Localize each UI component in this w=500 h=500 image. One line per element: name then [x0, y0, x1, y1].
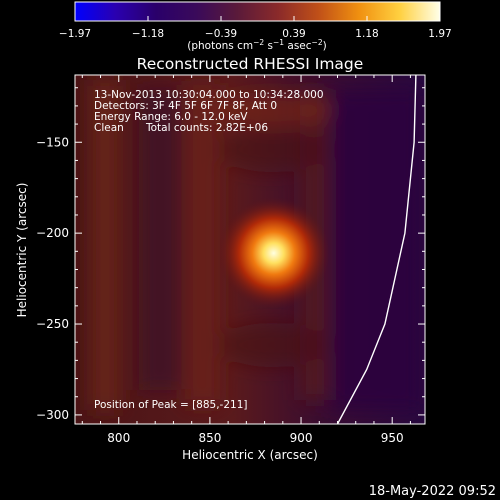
- x-tick-label: 850: [198, 431, 221, 445]
- colorbar-tick-label: 1.97: [428, 28, 451, 40]
- axis-ticks: 800 850 900 950 −150 −200 −250 −300: [36, 75, 425, 445]
- x-tick-label: 800: [107, 431, 130, 445]
- x-tick-label: 950: [381, 431, 404, 445]
- footer-timestamp: 18-May-2022 09:52: [369, 484, 496, 499]
- colorbar-ticks: −1.97 −1.18 −0.39 0.39 1.18 1.97: [59, 16, 452, 40]
- colorbar-tick-label: 1.18: [355, 28, 378, 40]
- detectors-text: Detectors: 3F 4F 5F 6F 7F 8F, Att 0: [94, 100, 277, 112]
- x-tick-label: 900: [290, 431, 313, 445]
- colorbar-tick-label: −1.97: [59, 28, 91, 40]
- plot-frame: [74, 74, 426, 425]
- x-axis-label: Heliocentric X (arcsec): [182, 448, 318, 462]
- colorbar-tick-label: 0.39: [282, 28, 305, 40]
- annotations: 13-Nov-2013 10:30:04.000 to 10:34:28.000…: [94, 89, 324, 411]
- heatmap-image: [75, 75, 425, 424]
- total-counts-text: Total counts: 2.82E+06: [145, 122, 268, 134]
- colorbar-tick-label: −1.18: [132, 28, 164, 40]
- peak-source: [217, 197, 330, 310]
- time-range-text: 13-Nov-2013 10:30:04.000 to 10:34:28.000: [94, 89, 324, 101]
- colorbar-gradient: [74, 1, 441, 22]
- colorbar-unit-label: (photons cm−2 s−1 asec−2): [187, 38, 326, 52]
- colorbar: −1.97 −1.18 −0.39 0.39 1.18 1.97 (photons cm−…: [59, 1, 452, 52]
- solar-limb-curve: [336, 75, 417, 424]
- energy-range-text: Energy Range: 6.0 - 12.0 keV: [94, 111, 248, 123]
- y-axis-label: Heliocentric Y (arcsec): [15, 183, 29, 318]
- clean-text: Clean: [94, 122, 124, 134]
- y-tick-label: −150: [36, 135, 69, 149]
- y-tick-label: −200: [36, 226, 69, 240]
- colorbar-tick-label: −0.39: [205, 28, 237, 40]
- chart-title: Reconstructed RHESSI Image: [137, 55, 364, 73]
- y-tick-label: −250: [36, 317, 69, 331]
- y-tick-label: −300: [36, 408, 69, 422]
- peak-position-text: Position of Peak = [885,-211]: [94, 399, 248, 411]
- heatmap-structure: [90, 80, 420, 410]
